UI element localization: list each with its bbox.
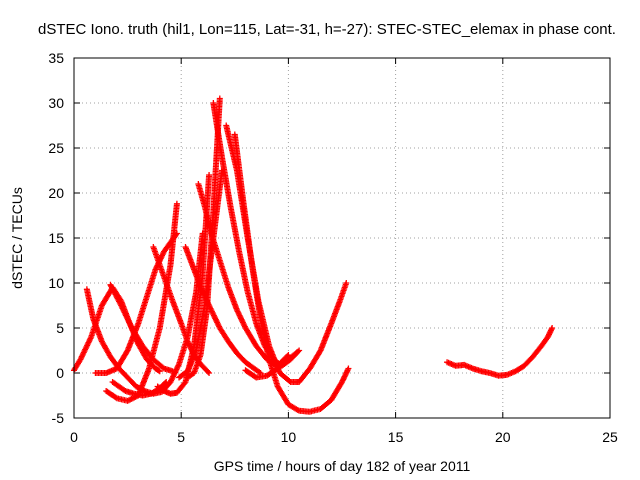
data-layer [71,95,556,415]
grid-layer [74,58,610,418]
data-point-marker [162,380,169,387]
data-point-marker [112,394,119,401]
data-point-marker [549,325,556,331]
chart-title: dSTEC Iono. truth (hil1, Lon=115, Lat=-3… [38,21,616,38]
data-series [242,349,300,381]
y-tick-label: -5 [52,410,65,426]
data-point-marker [206,370,213,376]
data-point-marker [343,280,350,286]
data-point-marker [163,379,170,385]
data-point-marker [345,365,352,372]
data-series [107,281,176,375]
data-series [182,244,264,376]
data-point-marker [316,348,323,355]
x-axis-label: GPS time / hours of day 182 of year 2011 [214,458,471,474]
x-tick-label: 5 [177,429,185,445]
data-point-marker [155,367,162,374]
y-tick-label: 25 [48,140,64,156]
x-tick-label: 10 [281,429,297,445]
data-point-marker [216,95,223,102]
data-point-marker [294,407,301,414]
y-tick-label: 35 [48,50,64,66]
data-point-marker [205,368,211,375]
data-point-marker [181,380,188,387]
data-point-marker [127,396,134,403]
data-series [109,379,170,399]
x-tick-label: 20 [495,429,511,445]
y-tick-label: 30 [48,95,64,111]
y-tick-label: 0 [56,365,64,381]
data-point-marker [293,349,300,356]
x-tick-label: 25 [602,429,618,445]
data-point-marker [292,350,299,357]
data-point-marker [173,200,180,207]
y-tick-label: 20 [48,185,64,201]
x-tick-label: 15 [388,429,404,445]
y-tick-label: 10 [48,275,64,291]
y-axis-label: dSTEC / TECUs [9,187,25,289]
y-tick-label: 5 [56,320,64,336]
data-series [231,131,352,415]
x-tick-label: 0 [70,429,78,445]
data-point-marker [206,172,213,178]
tick-layer: 0 5 10 15 20 25 -5 0 5 10 15 20 25 30 35 [48,50,618,445]
data-series [444,325,556,379]
data-point-marker [156,368,163,375]
data-point-marker [169,368,176,375]
y-tick-label: 15 [48,230,64,246]
data-point-marker [123,348,130,355]
